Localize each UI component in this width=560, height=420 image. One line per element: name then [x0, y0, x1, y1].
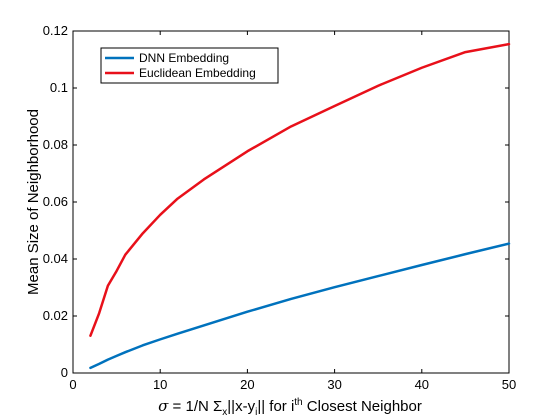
y-axis-ticks: 0 0.02 0.04 0.06 0.08 0.1 0.12 [43, 23, 509, 380]
series-line-dnn-embedding [89, 242, 511, 370]
plot-area [72, 30, 510, 374]
y-axis-label: Mean Size of Neighborhood [25, 109, 42, 295]
y-tick-label: 0.06 [43, 194, 68, 209]
y-tick-label: 0.1 [50, 80, 68, 95]
y-tick-label: 0.12 [43, 23, 68, 38]
x-label-eq: = 1/N Σ [168, 398, 222, 415]
legend-label-dnn-embedding: DNN Embedding [139, 51, 229, 65]
x-tick-label: 10 [153, 377, 167, 392]
x-tick-label: 40 [415, 377, 429, 392]
x-tick-label: 50 [502, 377, 516, 392]
legend-label-euclidean-embedding: Euclidean Embedding [139, 66, 256, 80]
series-line-euclidean-embedding [89, 42, 511, 337]
series-lines [89, 42, 511, 370]
legend-box [100, 47, 279, 84]
x-label-sigma: σ [158, 397, 169, 415]
y-tick-label: 0 [61, 365, 68, 380]
x-label-tail: Closest Neighbor [303, 398, 422, 415]
y-tick-label: 0.02 [43, 308, 68, 323]
x-axis-label: σ = 1/N Σx||x-yi|| for ith Closest Neigh… [158, 397, 422, 418]
x-label-sub-i: i [255, 407, 257, 418]
y-tick-label: 0.04 [43, 251, 68, 266]
x-axis-ticks: 0 10 20 30 40 50 [69, 31, 516, 392]
x-label-mid: ||x-y [227, 398, 255, 415]
y-tick-label: 0.08 [43, 137, 68, 152]
x-label-sup-th: th [294, 397, 302, 408]
x-tick-label: 30 [327, 377, 341, 392]
x-tick-label: 0 [69, 377, 76, 392]
x-label-mid2: || for i [257, 398, 294, 415]
x-label-sub-x: x [222, 407, 227, 418]
x-tick-label: 20 [240, 377, 254, 392]
legend: DNN Embedding Euclidean Embedding [100, 47, 279, 84]
